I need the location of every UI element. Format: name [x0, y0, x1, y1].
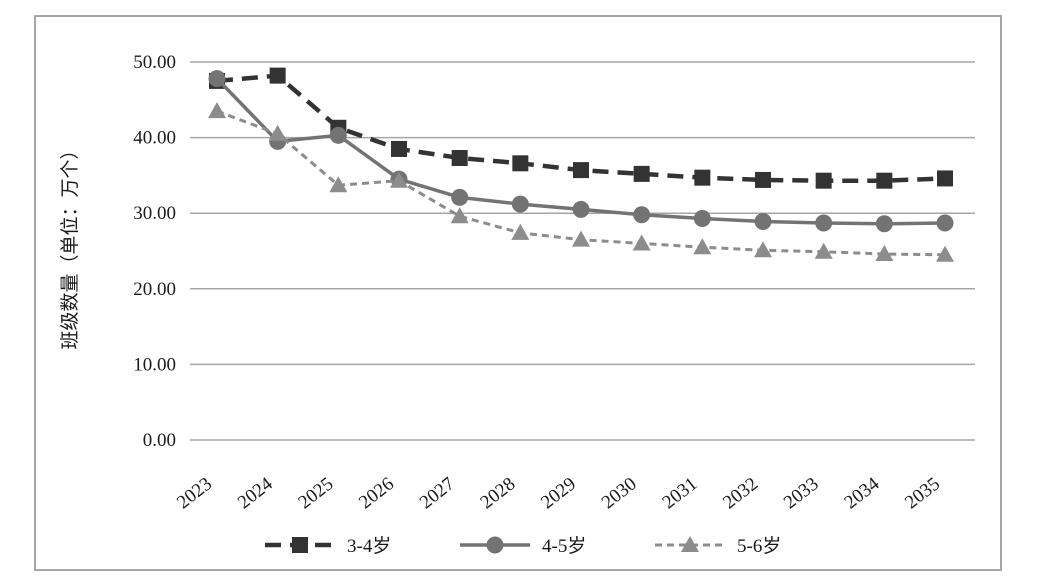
data-point [329, 176, 348, 193]
data-point [936, 245, 954, 262]
data-point [754, 241, 772, 258]
x-axis-tick-labels: 2023 2024 2025 2026 2027 2028 2029 2030 2031 2032… [173, 473, 944, 513]
x-tick-label: 2023 [173, 473, 216, 513]
data-point [208, 70, 226, 88]
series-4-5岁 [208, 70, 954, 233]
data-point [572, 200, 590, 218]
legend-marker [486, 536, 504, 554]
legend-label: 4-5岁 [542, 535, 586, 557]
x-tick-label: 2030 [598, 473, 641, 513]
data-point [815, 214, 833, 232]
gridlines [190, 61, 975, 441]
y-tick-label: 0.00 [143, 430, 176, 451]
y-tick-label: 10.00 [133, 354, 176, 375]
data-point [633, 206, 651, 224]
data-point [754, 213, 772, 231]
data-point [450, 207, 469, 224]
x-tick-label: 2029 [537, 473, 580, 513]
data-point [511, 195, 529, 213]
data-point [632, 234, 651, 251]
x-tick-label: 2026 [355, 473, 398, 513]
data-point [451, 150, 468, 167]
x-tick-label: 2025 [295, 473, 338, 513]
data-point [391, 140, 407, 157]
data-point [573, 162, 589, 179]
chart-frame [34, 15, 1002, 571]
legend: 3-4岁 4-5岁 5-6岁 [265, 535, 781, 557]
x-tick-label: 2034 [841, 473, 884, 513]
data-point [693, 238, 712, 255]
legend-item: 3-4岁 [265, 535, 391, 557]
data-point [875, 215, 893, 233]
legend-item: 4-5岁 [460, 535, 586, 557]
data-point [633, 165, 650, 182]
legend-item: 5-6岁 [655, 535, 781, 557]
data-point [936, 214, 954, 232]
data-point [208, 102, 226, 119]
y-tick-label: 20.00 [133, 279, 176, 300]
y-tick-label: 30.00 [133, 203, 176, 224]
y-tick-label: 50.00 [133, 52, 176, 73]
x-tick-label: 2032 [719, 473, 762, 513]
data-point [390, 171, 408, 188]
data-point [451, 188, 469, 206]
data-point [815, 172, 832, 189]
data-point [875, 245, 894, 262]
y-tick-label: 40.00 [133, 128, 176, 149]
legend-label: 5-6岁 [737, 535, 781, 557]
data-point [694, 169, 711, 186]
x-tick-label: 2028 [477, 473, 520, 513]
data-point [329, 126, 347, 144]
legend-marker [292, 537, 308, 553]
legend-marker [681, 536, 699, 552]
data-point [937, 170, 953, 187]
data-point [268, 124, 287, 141]
data-point [876, 172, 893, 189]
data-point [269, 67, 286, 84]
x-tick-label: 2027 [416, 473, 459, 513]
data-point [511, 223, 530, 240]
y-axis-title: 班级数量（单位：万个） [59, 140, 81, 349]
data-point [755, 171, 771, 188]
y-axis-tick-labels: 0.00 10.00 20.00 30.00 40.00 50.00 [133, 52, 176, 451]
x-tick-label: 2031 [659, 473, 702, 513]
x-tick-label: 2035 [901, 473, 944, 513]
series-5-6岁 [208, 102, 954, 262]
data-point [814, 242, 833, 259]
x-tick-label: 2033 [780, 473, 823, 513]
x-tick-label: 2024 [234, 473, 277, 513]
data-point [512, 155, 529, 172]
legend-label: 3-4岁 [347, 535, 391, 557]
data-point [572, 230, 590, 247]
series-lines [208, 67, 954, 262]
data-point [693, 209, 711, 227]
